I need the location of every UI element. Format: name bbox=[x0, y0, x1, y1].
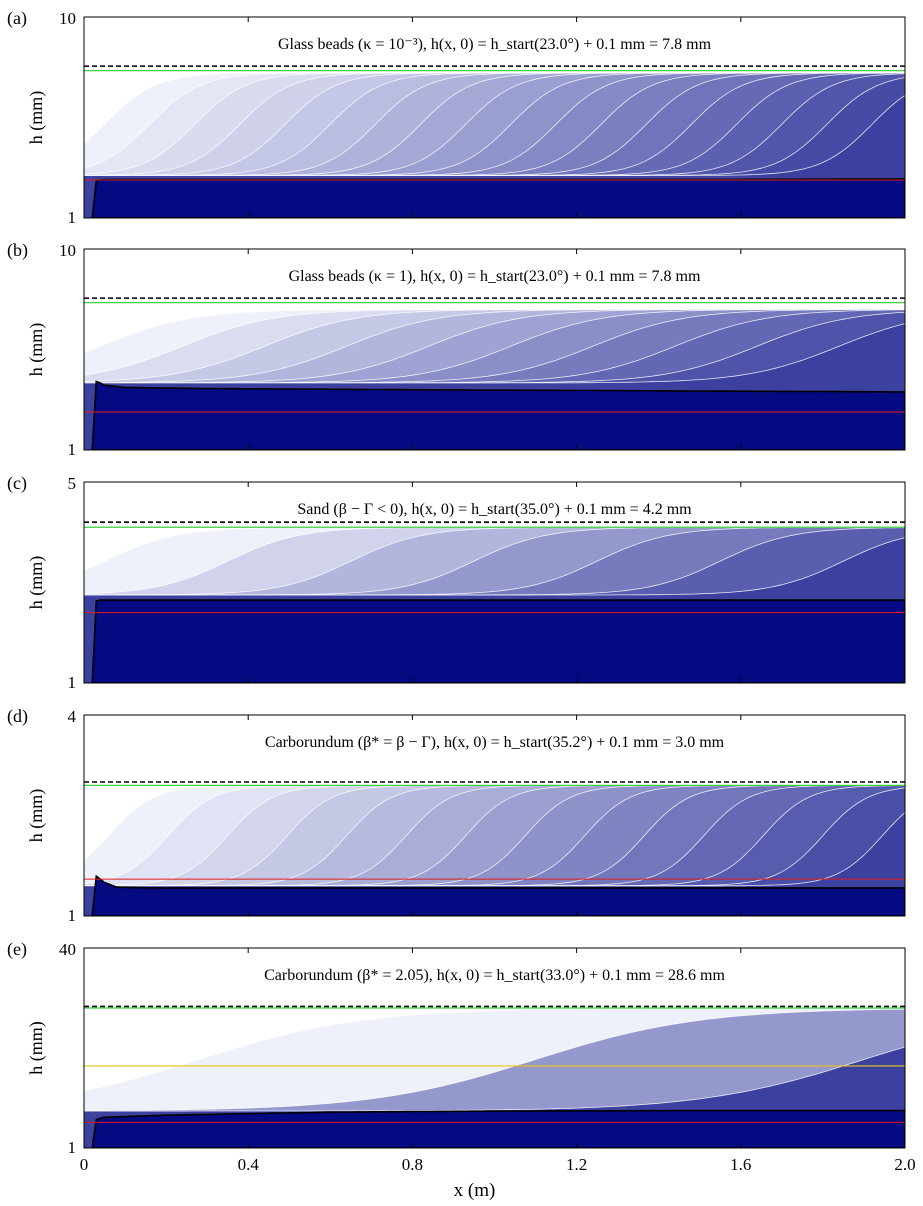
y-tick-label-max: 5 bbox=[68, 474, 77, 493]
deposit-area bbox=[91, 1109, 905, 1148]
x-axis: 0 0.4 0.8 1.2 1.6 2.0 x (m) bbox=[80, 1155, 916, 1201]
panel-e: 40 1 (e) h (mm) Carborundum (β* = 2.05), h(x… bbox=[7, 939, 906, 1157]
panel-b: 10 1 (b) h (mm) Glass beads (κ = 1), h(x, 0)… bbox=[7, 240, 906, 459]
panel-label: (c) bbox=[7, 473, 27, 494]
plot-frame bbox=[83, 714, 906, 917]
x-tick-label: 1.6 bbox=[730, 1155, 751, 1174]
deposit-area bbox=[91, 178, 905, 218]
x-axis-label: x (m) bbox=[454, 1180, 496, 1201]
x-tick-label: 0.4 bbox=[238, 1155, 260, 1174]
panels-group: 10 1 (a) h (mm) Glass beads (κ = 10⁻³), h(x,… bbox=[7, 8, 906, 1157]
panel-title: Carborundum (β* = β − Γ), h(x, 0) = h_st… bbox=[265, 734, 725, 751]
y-tick-label-min: 1 bbox=[68, 673, 77, 692]
y-tick-label-min: 1 bbox=[68, 1138, 77, 1157]
y-axis-label: h (mm) bbox=[26, 556, 47, 610]
panel-d: 4 1 (d) h (mm) Carborundum (β* = β − Γ), h(x… bbox=[7, 706, 906, 925]
y-tick-label-min: 1 bbox=[68, 208, 77, 227]
deposit-area bbox=[91, 874, 905, 916]
plot-content bbox=[84, 297, 905, 450]
x-tick-label: 0.8 bbox=[402, 1155, 423, 1174]
plot-frame bbox=[83, 947, 906, 1149]
panel-title: Glass beads (κ = 1), h(x, 0) = h_start(2… bbox=[289, 268, 701, 285]
y-tick-label-max: 4 bbox=[68, 707, 77, 726]
y-axis-label: h (mm) bbox=[26, 323, 47, 377]
deposit-area bbox=[91, 599, 905, 683]
plot-content bbox=[84, 781, 905, 916]
y-axis-label: h (mm) bbox=[26, 789, 47, 843]
panel-label: (b) bbox=[7, 240, 28, 261]
panel-title: Glass beads (κ = 10⁻³), h(x, 0) = h_star… bbox=[278, 36, 712, 53]
panel-label: (d) bbox=[7, 706, 28, 727]
x-tick-label: 1.2 bbox=[566, 1155, 587, 1174]
y-tick-label-max: 10 bbox=[59, 9, 76, 28]
plot-content bbox=[84, 65, 905, 218]
y-tick-label-max: 10 bbox=[59, 241, 76, 260]
y-tick-label-min: 1 bbox=[68, 906, 77, 925]
y-axis-label: h (mm) bbox=[26, 1021, 47, 1075]
panel-label: (a) bbox=[7, 8, 27, 29]
panel-a: 10 1 (a) h (mm) Glass beads (κ = 10⁻³), h(x,… bbox=[7, 8, 906, 227]
plot-frame bbox=[83, 248, 906, 451]
panel-title: Carborundum (β* = 2.05), h(x, 0) = h_sta… bbox=[264, 967, 725, 984]
deposit-area bbox=[91, 380, 905, 450]
plot-frame bbox=[83, 481, 906, 684]
x-tick-label: 2.0 bbox=[894, 1155, 915, 1174]
y-tick-label-max: 40 bbox=[59, 940, 76, 959]
plot-content bbox=[84, 521, 905, 683]
plot-frame bbox=[83, 16, 906, 219]
panel-label: (e) bbox=[7, 939, 27, 960]
plot-content bbox=[84, 1005, 905, 1148]
panel-title: Sand (β − Γ < 0), h(x, 0) = h_start(35.0… bbox=[297, 501, 692, 518]
y-axis-label: h (mm) bbox=[26, 91, 47, 145]
x-tick-label: 0 bbox=[80, 1155, 89, 1174]
panel-c: 5 1 (c) h (mm) Sand (β − Γ < 0), h(x, 0) = h… bbox=[7, 473, 906, 692]
y-tick-label-min: 1 bbox=[68, 440, 77, 459]
